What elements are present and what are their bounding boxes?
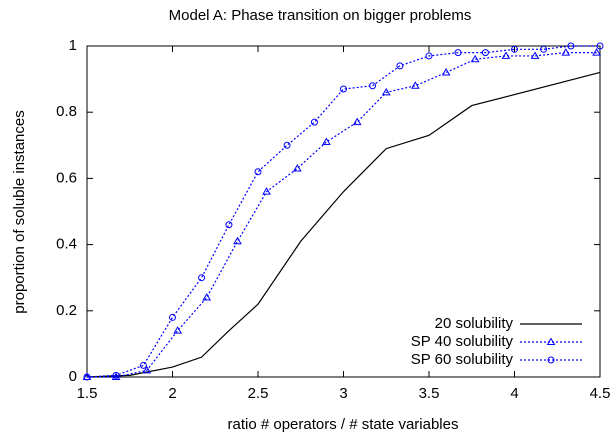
- x-tick-label: 4: [510, 385, 518, 402]
- point: [501, 51, 511, 59]
- point: [481, 49, 489, 57]
- point: [592, 48, 601, 56]
- point: [340, 85, 347, 93]
- point: [352, 117, 362, 126]
- point: [198, 274, 206, 282]
- x-tick-label: 3: [339, 385, 347, 402]
- y-tick-label: 1: [69, 37, 77, 54]
- y-tick-label: 0.2: [56, 302, 77, 319]
- legend-label: SP 60 solubility: [411, 351, 514, 368]
- legend-marker: [546, 337, 556, 345]
- point: [425, 52, 433, 60]
- series-line: [86, 45, 600, 378]
- point: [83, 373, 91, 381]
- legend-label: SP 40 solubility: [411, 333, 514, 350]
- point: [111, 372, 121, 380]
- point: [530, 51, 540, 59]
- x-tick-label: 4.5: [590, 385, 611, 402]
- point: [396, 62, 404, 70]
- point: [567, 42, 575, 50]
- point: [283, 141, 291, 149]
- y-tick-label: 0: [69, 368, 77, 385]
- point: [410, 81, 420, 89]
- point: [233, 236, 242, 245]
- x-axis-label: ratio # operators / # state variables: [228, 416, 459, 433]
- y-tick-label: 0.4: [56, 236, 77, 253]
- point: [454, 49, 462, 57]
- point: [225, 221, 233, 229]
- y-tick-label: 0.8: [56, 103, 77, 120]
- point: [142, 365, 152, 374]
- point: [292, 163, 302, 172]
- point: [262, 187, 271, 195]
- point: [470, 54, 480, 63]
- point: [310, 118, 318, 126]
- y-tick-label: 0.6: [56, 169, 77, 186]
- point: [322, 137, 331, 145]
- point: [112, 371, 120, 379]
- y-axis-label: proportion of soluble instances: [11, 110, 28, 313]
- x-tick-label: 2.5: [248, 385, 269, 402]
- plot-frame: [86, 45, 601, 378]
- point: [254, 168, 262, 176]
- legend-label: 20 solubility: [435, 315, 514, 332]
- point: [369, 82, 377, 90]
- point: [511, 45, 518, 53]
- chart-title: Model A: Phase transition on bigger prob…: [169, 7, 472, 24]
- point: [561, 48, 571, 56]
- point: [173, 326, 183, 334]
- legend-marker: [547, 356, 555, 364]
- x-tick-label: 1.5: [77, 385, 98, 402]
- x-tick-label: 3.5: [419, 385, 440, 402]
- point: [540, 45, 548, 53]
- series-line: [87, 52, 597, 378]
- x-tick-label: 2: [168, 385, 176, 402]
- point: [169, 313, 176, 321]
- point: [139, 361, 147, 369]
- point: [202, 293, 212, 301]
- series-line: [86, 71, 601, 378]
- point: [596, 42, 604, 50]
- point: [441, 67, 451, 76]
- point: [381, 87, 391, 96]
